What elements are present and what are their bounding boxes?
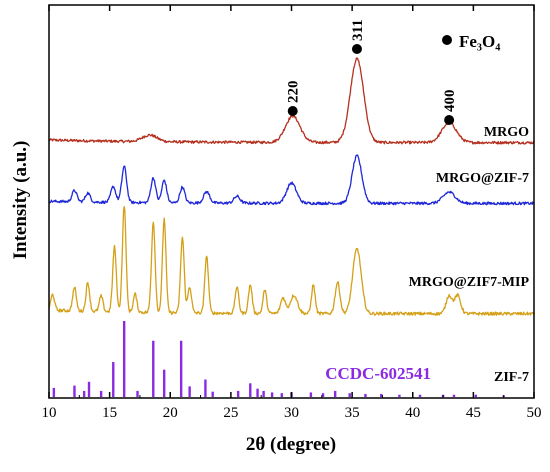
x-tick-label: 45 <box>466 405 481 421</box>
peak-marker-dot <box>351 44 362 54</box>
x-tick-label: 35 <box>345 405 360 421</box>
x-ticks-layer: 10 15 20 25 30 35 40 45 50 <box>42 5 542 421</box>
series-label-mrgo-zif7-mip: MRGO@ZIF7-MIP <box>409 275 530 290</box>
peak-markers-layer: 220 311 400 <box>286 19 458 125</box>
peak-marker-label: 400 <box>442 90 458 113</box>
peak-marker-dot <box>444 115 455 125</box>
fe3o4-legend-label: Fe₃O₄ <box>459 32 500 51</box>
x-tick-label: 25 <box>223 405 238 421</box>
series-line <box>48 205 535 316</box>
series-label-zif7: ZIF-7 <box>494 370 529 385</box>
fe3o4-legend-dot <box>442 35 452 45</box>
x-tick-label: 50 <box>527 405 542 421</box>
x-tick-label: 10 <box>42 405 57 421</box>
ccdc-reference-label: CCDC-602541 <box>325 364 431 383</box>
peak-marker-dot <box>287 106 298 116</box>
reference-sticks-layer <box>52 321 505 397</box>
series-label-mrgo-zif7: MRGO@ZIF-7 <box>436 171 529 186</box>
x-tick-label: 15 <box>102 405 117 421</box>
peak-marker-label: 311 <box>350 19 366 41</box>
peak-marker-label: 220 <box>286 81 302 104</box>
series-label-mrgo: MRGO <box>484 125 529 140</box>
x-tick-label: 40 <box>405 405 420 421</box>
y-axis-label: Intensity (a.u.) <box>10 141 31 260</box>
x-axis-label: 2θ (degree) <box>246 434 336 455</box>
x-tick-label: 30 <box>284 405 299 421</box>
series-line <box>48 154 535 206</box>
x-tick-label: 20 <box>163 405 178 421</box>
